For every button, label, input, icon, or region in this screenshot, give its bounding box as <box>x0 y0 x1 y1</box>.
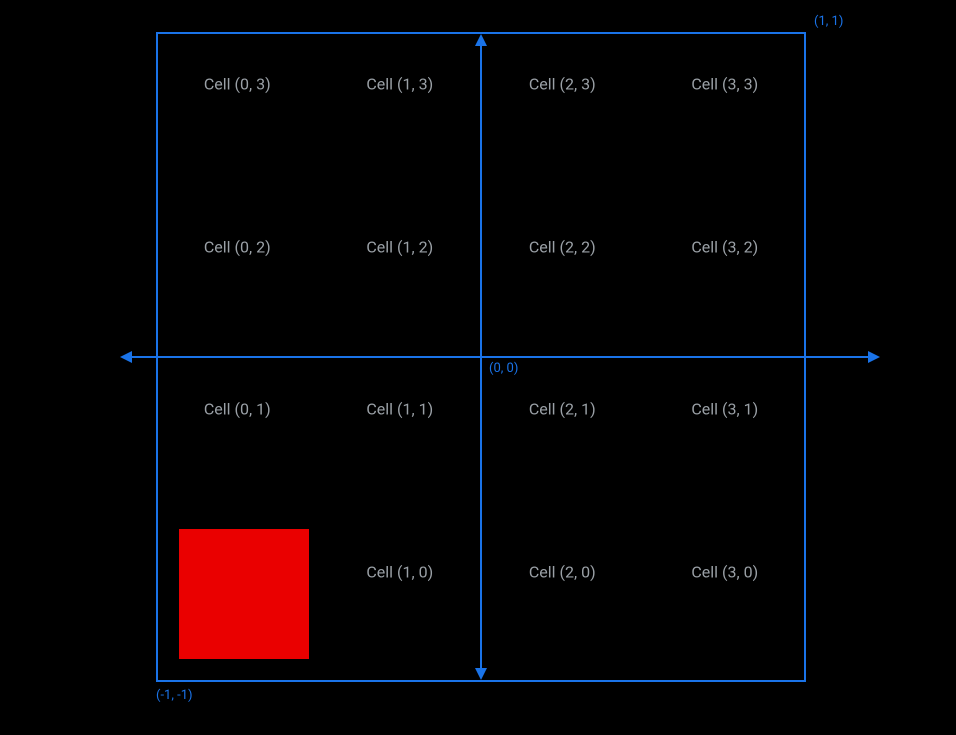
cell-label-1-2: Cell (1, 2) <box>366 237 433 256</box>
y-axis <box>480 38 482 676</box>
cell-label-1-3: Cell (1, 3) <box>366 75 433 94</box>
origin-label: (0, 0) <box>489 361 518 376</box>
cell-label-0-2: Cell (0, 2) <box>204 237 271 256</box>
cell-label-2-1: Cell (2, 1) <box>529 400 596 419</box>
cell-label-1-1: Cell (1, 1) <box>366 400 433 419</box>
cell-label-3-0: Cell (3, 0) <box>691 562 758 581</box>
corner-label-top-right: (1, 1) <box>814 14 843 29</box>
cell-label-3-2: Cell (3, 2) <box>691 237 758 256</box>
cell-label-3-1: Cell (3, 1) <box>691 400 758 419</box>
corner-label-bottom-left: (-1, -1) <box>156 688 193 703</box>
cell-label-2-2: Cell (2, 2) <box>529 237 596 256</box>
cell-label-2-3: Cell (2, 3) <box>529 75 596 94</box>
x-axis <box>132 356 868 358</box>
coordinate-diagram: (1, 1) (-1, -1) (0, 0) Cell (0, 3) Cell (… <box>0 0 956 735</box>
x-axis-arrow-left <box>120 351 132 363</box>
y-axis-arrow-down <box>475 668 487 680</box>
y-axis-arrow-up <box>475 34 487 46</box>
cell-label-0-3: Cell (0, 3) <box>204 75 271 94</box>
cell-label-0-1: Cell (0, 1) <box>204 400 271 419</box>
cell-label-1-0: Cell (1, 0) <box>366 562 433 581</box>
x-axis-arrow-right <box>868 351 880 363</box>
cell-label-3-3: Cell (3, 3) <box>691 75 758 94</box>
cell-label-2-0: Cell (2, 0) <box>529 562 596 581</box>
highlight-square <box>179 529 309 659</box>
